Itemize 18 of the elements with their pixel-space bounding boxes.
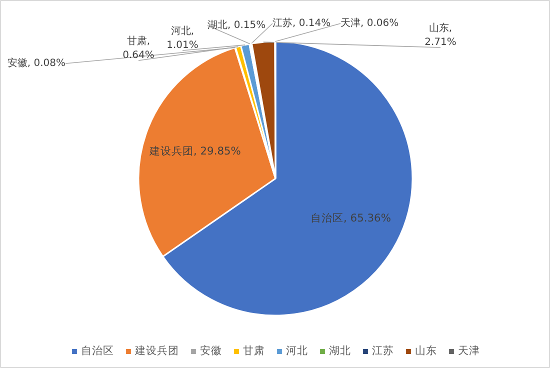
data-label: 江苏, 0.14%	[272, 17, 331, 29]
legend-label: 甘肃	[243, 344, 265, 358]
data-label: 自治区, 65.36%	[310, 211, 391, 224]
legend-label: 天津	[458, 344, 480, 358]
data-label: 天津, 0.06%	[340, 17, 399, 29]
legend-label: 自治区	[81, 344, 114, 358]
legend-label: 江苏	[372, 344, 394, 358]
legend-label: 建设兵团	[135, 344, 179, 358]
data-label: 湖北, 0.15%	[208, 19, 266, 31]
legend-label: 山东	[415, 344, 437, 358]
data-label: 河北, 1.01%	[166, 24, 198, 52]
legend-label: 安徽	[200, 344, 222, 358]
legend-label: 河北	[286, 344, 308, 358]
data-label: 建设兵团, 29.85%	[148, 144, 241, 158]
data-label: 山东, 2.71%	[424, 22, 456, 48]
legend-label: 湖北	[329, 344, 351, 358]
data-label: 甘肃, 0.64%	[122, 34, 154, 62]
data-label: 安徽, 0.08%	[7, 57, 66, 69]
